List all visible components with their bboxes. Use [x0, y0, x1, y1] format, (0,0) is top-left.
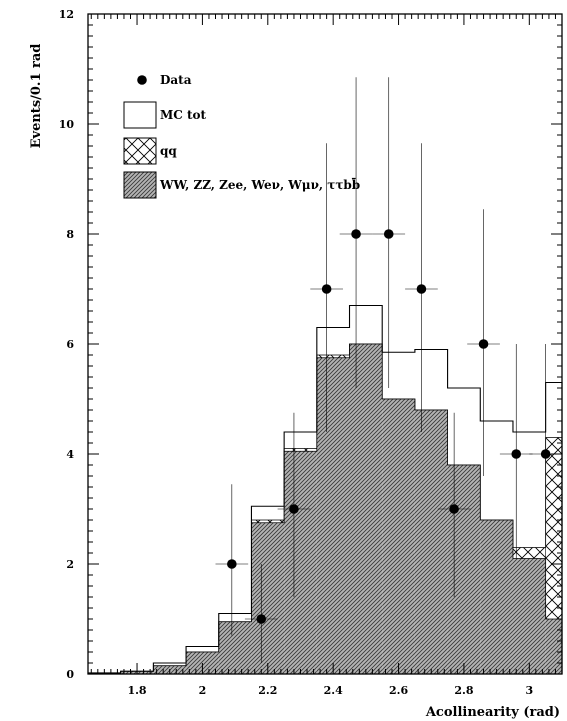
x-tick-label: 1.8 [127, 684, 146, 697]
legend-dot-marker [137, 75, 147, 85]
y-tick-label: 6 [66, 338, 74, 351]
y-tick-label: 0 [66, 668, 74, 681]
y-tick-label: 12 [59, 8, 74, 21]
x-tick-label: 2.4 [324, 684, 343, 697]
y-tick-label: 2 [66, 558, 74, 571]
data-point [227, 559, 237, 569]
background-outline [87, 343, 563, 674]
data-point [321, 284, 332, 294]
background-bar [284, 451, 317, 674]
background-bar [349, 344, 383, 674]
y-tick-label: 4 [66, 448, 74, 461]
hollow-box-legend-swatch [123, 101, 157, 129]
background-bar [447, 465, 481, 674]
data-point [540, 449, 551, 459]
qq-bar [545, 437, 562, 674]
legend-label: WW, ZZ, Zee, Weν, Wμν, ττbb̄ [159, 176, 360, 192]
background-bar [218, 621, 252, 674]
data-point [478, 339, 489, 349]
legend-label: qq [160, 144, 177, 158]
x-tick-label: 2.8 [454, 684, 473, 697]
x-tick-label: 3 [525, 684, 533, 697]
data-points [215, 77, 562, 663]
data-point [256, 614, 267, 624]
y-tick-label: 10 [59, 118, 75, 131]
y-tick-label: 8 [66, 228, 74, 241]
data-point [511, 449, 522, 459]
background-bar [382, 399, 415, 674]
data-point [289, 504, 299, 514]
crosshatch-box-legend-swatch [123, 137, 157, 165]
data-point [449, 504, 459, 514]
mc-total-step-line [87, 304, 563, 674]
data-point [351, 229, 361, 239]
axis-ticks [88, 13, 563, 675]
background-bar [251, 522, 285, 674]
data-point [416, 284, 427, 294]
background-bar [512, 558, 546, 674]
background-bar [414, 410, 448, 674]
plot-area [87, 77, 563, 674]
tick-labels: 1.8 2 2.2 2.4 2.6 2.8 3 0 2 4 6 8 10 12 [59, 8, 533, 697]
legend-label: Data [160, 73, 192, 87]
x-tick-label: 2.2 [258, 684, 277, 697]
x-axis-title: Acollinearity (rad) [425, 705, 560, 720]
dense-hatch-histogram [87, 343, 563, 674]
data-point [383, 229, 394, 239]
x-tick-label: 2.6 [389, 684, 408, 697]
background-bar [316, 357, 350, 674]
y-axis-title: Events/0.1 rad [29, 44, 44, 149]
dense-hatch-box-legend-swatch [123, 171, 157, 199]
legend-label: MC tot [160, 108, 207, 122]
legend: Data MC tot qq WW, ZZ, Zee, Weν, Wμν, ττbb̄ [123, 73, 360, 199]
mc-total-histogram [87, 304, 563, 674]
background-bar [480, 520, 513, 674]
background-bar [545, 619, 562, 674]
x-tick-label: 2 [199, 684, 207, 697]
